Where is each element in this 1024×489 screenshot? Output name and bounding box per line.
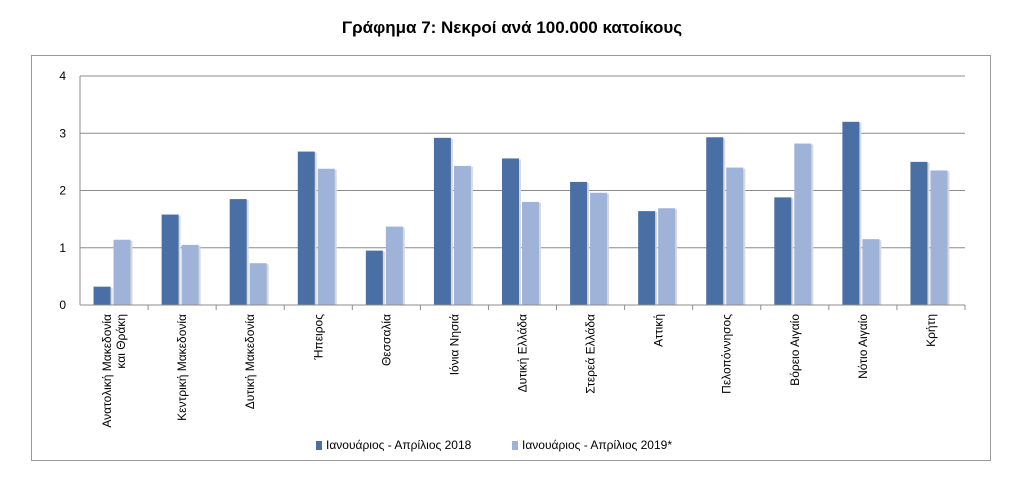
bar-2019 <box>726 167 744 305</box>
legend-swatch <box>512 441 518 450</box>
x-tick-label-line: Αττική <box>652 314 666 347</box>
x-tick-label: Δυτική Μακεδονία <box>243 314 257 409</box>
x-tick-label-line: Δυτική Ελλάδα <box>516 314 530 392</box>
x-tick-label: Ιόνια Νησιά <box>447 314 461 375</box>
x-tick-label-line: Πελοπόννησος <box>720 314 734 394</box>
bar-2018 <box>638 211 656 305</box>
chart-title: Γράφημα 7: Νεκροί ανά 100.000 κατοίκους <box>341 18 683 37</box>
x-tick-label-line: Νότιο Αιγαίο <box>856 314 870 379</box>
bar-2018 <box>774 197 792 305</box>
x-tick-label-line: Ανατολική Μακεδονία <box>100 314 114 428</box>
x-tick-label-line: Βόρειο Αιγαίο <box>788 314 802 386</box>
bar-2019 <box>930 170 948 305</box>
bar-2019 <box>794 143 812 305</box>
x-tick-label-line: Ήπειρος <box>311 314 325 361</box>
bar-2018 <box>842 121 860 305</box>
x-tick-label: Κρήτη <box>924 314 938 347</box>
x-tick-label: Δυτική Ελλάδα <box>516 314 530 392</box>
x-tick-label-line: Στερεά Ελλάδα <box>584 314 598 394</box>
chart-frame <box>31 55 991 461</box>
bar-2019 <box>862 239 880 305</box>
x-tick-label: Ήπειρος <box>311 314 325 361</box>
y-tick-label: 3 <box>59 126 66 140</box>
x-tick-label-line: Ιόνια Νησιά <box>447 314 461 375</box>
legend-swatch <box>316 441 322 450</box>
x-tick-label: Πελοπόννησος <box>720 314 734 394</box>
x-tick-label-line: Κρήτη <box>924 314 938 347</box>
bar-2018 <box>910 161 928 305</box>
x-tick-label: Νότιο Αιγαίο <box>856 314 870 379</box>
bar-2019 <box>385 226 403 305</box>
y-tick-label: 1 <box>59 241 66 255</box>
bar-2018 <box>93 286 111 305</box>
bar-2019 <box>453 165 471 305</box>
bar-2018 <box>570 181 588 305</box>
legend-label: Ιανουάριος - Απρίλιος 2019* <box>522 438 672 452</box>
x-tick-label: Ανατολική Μακεδονίακαι Θράκη <box>100 314 128 428</box>
x-tick-label-line: Κεντρική Μακεδονία <box>175 314 189 421</box>
y-tick-label: 2 <box>59 184 66 198</box>
x-tick-label: Θεσσαλία <box>379 314 393 366</box>
bar-2019 <box>113 239 131 305</box>
bar-2019 <box>249 263 267 305</box>
bar-2019 <box>590 192 608 305</box>
bar-2018 <box>502 158 519 305</box>
x-tick-label: Βόρειο Αιγαίο <box>788 314 802 386</box>
bar-2018 <box>433 137 451 305</box>
bar-2018 <box>706 137 724 305</box>
x-tick-label: Στερεά Ελλάδα <box>584 314 598 394</box>
bar-2019 <box>181 244 199 305</box>
bar-2018 <box>229 199 247 305</box>
bar-2019 <box>317 168 335 305</box>
bar-2018 <box>365 250 383 305</box>
x-tick-label-line: Δυτική Μακεδονία <box>243 314 257 409</box>
bar-2018 <box>161 214 179 305</box>
y-tick-label: 0 <box>59 298 66 312</box>
bar-2019 <box>522 201 539 305</box>
x-tick-label: Κεντρική Μακεδονία <box>175 314 189 421</box>
y-tick-label: 4 <box>59 69 66 83</box>
x-tick-label-line: και Θράκη <box>114 314 128 369</box>
x-tick-label: Αττική <box>652 314 666 347</box>
x-tick-label-line: Θεσσαλία <box>379 314 393 366</box>
bar-2019 <box>658 208 676 305</box>
legend-label: Ιανουάριος - Απρίλιος 2018 <box>326 438 472 452</box>
bar-2018 <box>297 151 315 305</box>
